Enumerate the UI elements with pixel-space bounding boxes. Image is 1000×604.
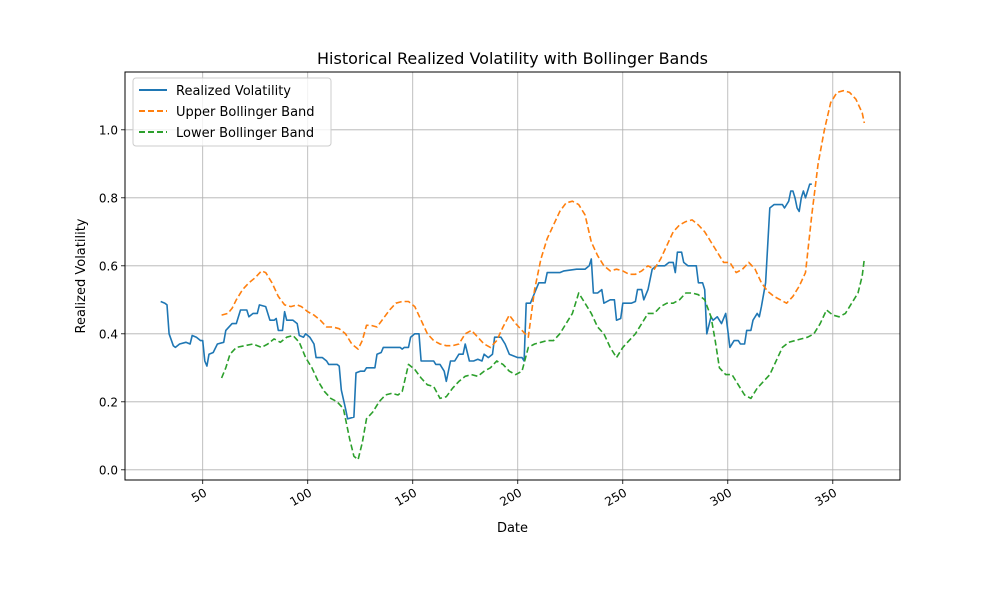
series-line-realized-volatility (160, 183, 812, 420)
y-tick-label: 1.0 (99, 123, 118, 137)
series-line-lower-bollinger-band (220, 258, 866, 461)
y-axis-label: Realized Volatility (74, 218, 89, 333)
y-tick-label: 0.2 (99, 395, 118, 409)
y-tick-label: 0.6 (99, 259, 118, 273)
series-layer (160, 89, 866, 461)
x-axis-label: Date (497, 521, 528, 536)
legend-label-upper-bollinger-band: Upper Bollinger Band (176, 105, 315, 120)
legend-label-lower-bollinger-band: Lower Bollinger Band (176, 126, 314, 141)
legend-label-realized-volatility: Realized Volatility (176, 84, 291, 99)
series-line-upper-bollinger-band (221, 89, 866, 350)
y-tick-label: 0.4 (99, 327, 118, 341)
grid (125, 72, 900, 480)
y-tick-label: 0.8 (99, 191, 118, 205)
chart-title: Historical Realized Volatility with Boll… (317, 49, 708, 68)
legend-box (132, 77, 332, 147)
x-tick-label: 50 (189, 485, 209, 505)
y-tick-label: 0.0 (99, 463, 118, 477)
plot-frame (124, 71, 901, 481)
legend: Realized Volatility Upper Bollinger Band… (132, 77, 332, 147)
